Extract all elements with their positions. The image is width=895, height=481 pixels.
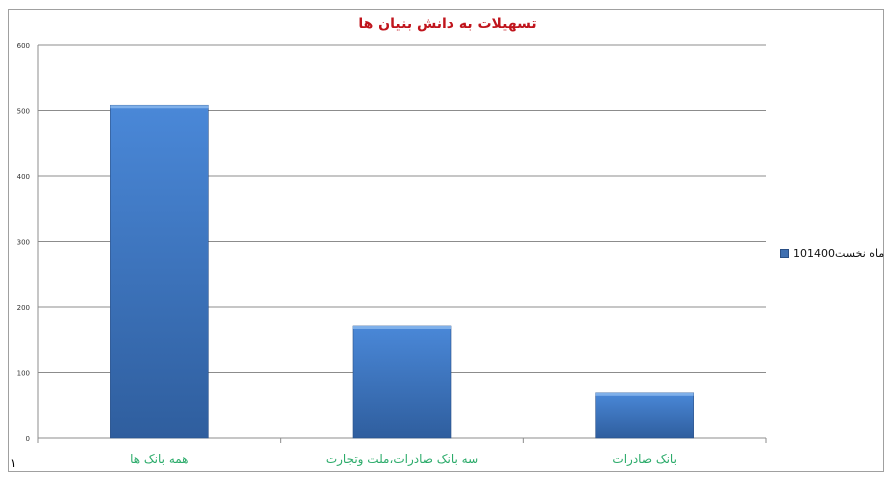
x-category-label: همه بانک ها (130, 452, 188, 466)
page-number: ۱ (10, 456, 17, 470)
y-tick-label: 200 (17, 304, 30, 312)
legend-label: 10ماه نخست1400 (793, 247, 885, 260)
bar-highlight (353, 325, 451, 329)
y-tick-label: 300 (17, 239, 30, 247)
y-tick-label: 500 (17, 108, 30, 116)
legend: 10ماه نخست1400 (780, 247, 884, 260)
bar (352, 325, 452, 439)
y-tick-label: 0 (26, 435, 30, 443)
bar-highlight (595, 392, 694, 396)
x-category-label: بانک صادرات (612, 452, 677, 467)
bar (595, 392, 694, 439)
y-tick-label: 100 (17, 370, 30, 378)
x-category-label: سه بانک صادرات،ملت وتجارت (326, 452, 478, 467)
bar (110, 104, 209, 439)
chart-title: تسهیلات به دانش بنیان ها (358, 16, 537, 32)
legend-swatch (780, 249, 789, 258)
y-tick-label: 400 (17, 173, 30, 181)
bar-highlight (110, 105, 209, 109)
y-tick-label: 600 (17, 42, 30, 50)
